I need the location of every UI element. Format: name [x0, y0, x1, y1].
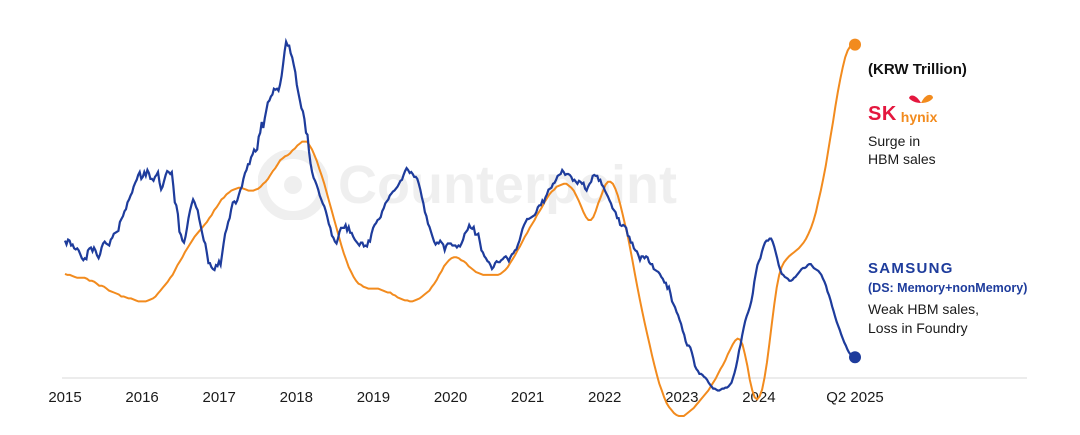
x-tick-label: 2017 — [203, 389, 236, 406]
unit-label: (KRW Trillion) — [868, 61, 967, 78]
x-tick-label: 2016 — [125, 389, 158, 406]
x-axis-ticks: 2015 2016 2017 2018 2019 2020 2021 2022 2023 2024… — [48, 389, 883, 406]
samsung-note-line-2: Loss in Foundry — [868, 320, 968, 336]
x-tick-label: 2020 — [434, 389, 467, 406]
sk-hynix-end-point — [849, 38, 861, 51]
x-tick-label: 2023 — [665, 389, 698, 406]
samsung-end-point — [849, 351, 861, 364]
sk-logo-letters: SK — [868, 103, 897, 125]
sk-note-line-2: HBM sales — [868, 151, 936, 167]
sk-hynix-logo: SK hynix — [868, 94, 937, 125]
x-tick-label: Q2 2025 — [826, 389, 884, 406]
x-tick-label: 2015 — [48, 389, 81, 406]
x-tick-label: 2022 — [588, 389, 621, 406]
hynix-text: hynix — [900, 109, 938, 125]
sk-hynix-annotation: Surge in HBM sales — [868, 132, 1028, 168]
sk-butterfly-icon — [908, 94, 933, 103]
x-tick-label: 2018 — [280, 389, 313, 406]
series-line-samsung — [63, 37, 856, 392]
sk-note-line-1: Surge in — [868, 133, 921, 149]
series-line-sk-hynix — [64, 43, 855, 417]
x-tick-label: 2021 — [511, 389, 544, 406]
samsung-annotation: Weak HBM sales, Loss in Foundry — [868, 300, 1058, 338]
samsung-logo: SAMSUNG — [868, 260, 954, 277]
samsung-note-line-1: Weak HBM sales, — [868, 301, 979, 317]
samsung-subtitle: (DS: Memory+nonMemory) — [868, 281, 1028, 295]
x-tick-label: 2019 — [357, 389, 390, 406]
